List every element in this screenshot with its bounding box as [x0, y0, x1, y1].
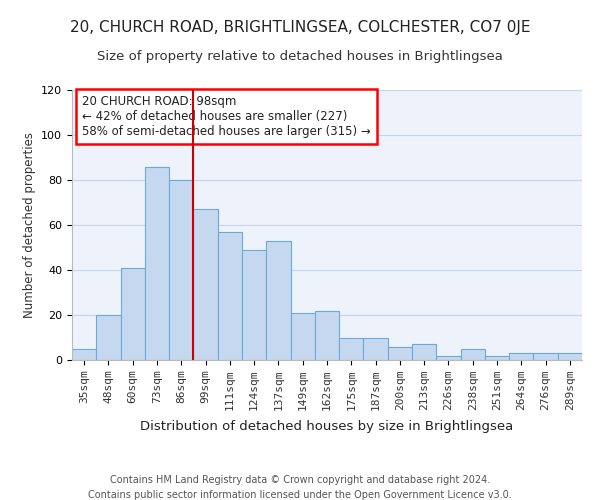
Bar	[145, 166, 169, 360]
Text: Size of property relative to detached houses in Brightlingsea: Size of property relative to detached ho…	[97, 50, 503, 63]
Bar	[242, 250, 266, 360]
Bar	[388, 346, 412, 360]
Text: 20, CHURCH ROAD, BRIGHTLINGSEA, COLCHESTER, CO7 0JE: 20, CHURCH ROAD, BRIGHTLINGSEA, COLCHEST…	[70, 20, 530, 35]
Bar	[169, 180, 193, 360]
Bar	[485, 356, 509, 360]
Bar	[315, 310, 339, 360]
Text: Distribution of detached houses by size in Brightlingsea: Distribution of detached houses by size …	[140, 420, 514, 433]
Bar	[266, 241, 290, 360]
Bar	[96, 315, 121, 360]
Bar	[339, 338, 364, 360]
Bar	[533, 353, 558, 360]
Bar	[193, 209, 218, 360]
Bar	[290, 313, 315, 360]
Bar	[509, 353, 533, 360]
Y-axis label: Number of detached properties: Number of detached properties	[23, 132, 35, 318]
Bar	[436, 356, 461, 360]
Bar	[218, 232, 242, 360]
Bar	[121, 268, 145, 360]
Bar	[72, 349, 96, 360]
Bar	[558, 353, 582, 360]
Text: Contains public sector information licensed under the Open Government Licence v3: Contains public sector information licen…	[88, 490, 512, 500]
Bar	[364, 338, 388, 360]
Text: 20 CHURCH ROAD: 98sqm
← 42% of detached houses are smaller (227)
58% of semi-det: 20 CHURCH ROAD: 98sqm ← 42% of detached …	[82, 96, 371, 138]
Bar	[412, 344, 436, 360]
Bar	[461, 349, 485, 360]
Text: Contains HM Land Registry data © Crown copyright and database right 2024.: Contains HM Land Registry data © Crown c…	[110, 475, 490, 485]
